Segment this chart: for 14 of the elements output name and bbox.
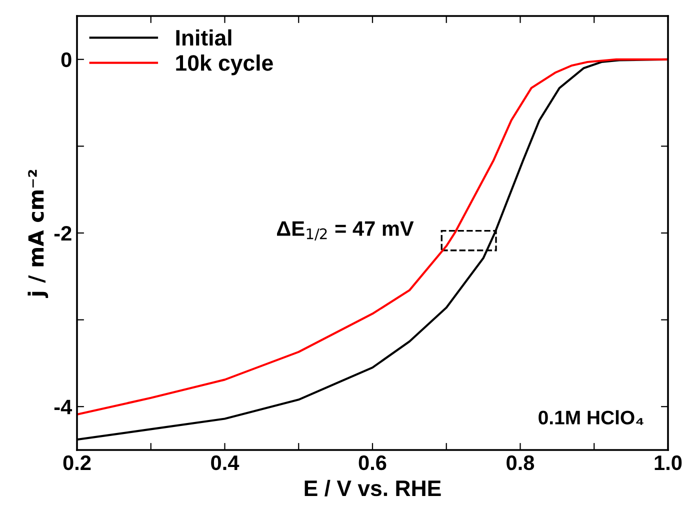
- annotation: 0.1M HClO₄: [538, 410, 644, 425]
- y-axis-title: j / mA cm⁻²: [28, 170, 48, 298]
- x-tick-label: 0.8: [506, 455, 534, 470]
- y-tick-label: -2: [54, 226, 72, 241]
- legend-label: Initial: [176, 29, 232, 46]
- legend-label: 10k cycle: [176, 54, 273, 76]
- x-tick-label: 0.6: [358, 455, 386, 470]
- x-tick-label: 0.2: [63, 455, 91, 470]
- x-tick-label: 1.0: [654, 455, 682, 470]
- y-tick-label: -4: [54, 400, 72, 414]
- x-axis-title: E / V vs. RHE: [304, 480, 441, 496]
- y-tick-label: 0: [61, 52, 72, 68]
- annotation: ΔE$_{1/2}$ = 47 mV: [277, 221, 414, 240]
- x-tick-label: 0.4: [211, 455, 240, 470]
